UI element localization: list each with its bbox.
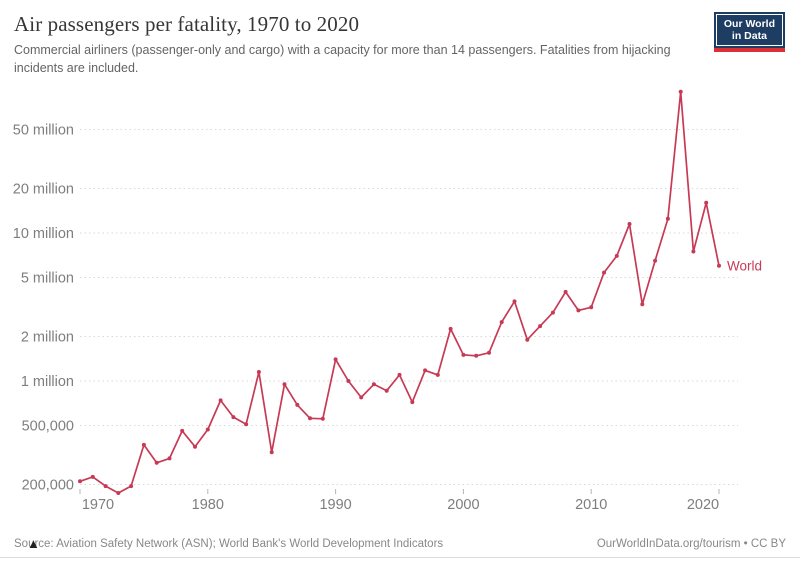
data-point[interactable] [704, 200, 709, 205]
y-axis-tick-label: 200,000 [22, 477, 74, 493]
x-axis-tick-label: 2000 [447, 497, 479, 513]
x-axis-tick-label: 2020 [687, 497, 719, 513]
page-subtitle: Commercial airliners (passenger-only and… [14, 43, 671, 75]
data-point[interactable] [141, 442, 146, 447]
data-point[interactable] [384, 388, 389, 393]
data-point[interactable] [346, 379, 351, 383]
x-axis-tick-label: 1970 [82, 497, 114, 513]
data-point[interactable] [129, 484, 134, 489]
data-point[interactable] [614, 253, 619, 258]
data-point[interactable] [487, 350, 491, 355]
data-point[interactable] [371, 382, 376, 387]
data-point[interactable] [602, 270, 606, 275]
data-point[interactable] [474, 353, 479, 358]
data-point[interactable] [678, 89, 683, 94]
source-label: Source: Aviation Safety Network (ASN); W… [14, 538, 444, 550]
y-axis-tick-label: 10 million [13, 226, 74, 242]
data-point[interactable] [231, 415, 236, 420]
y-axis-tick-label: 20 million [13, 181, 74, 197]
data-point[interactable] [218, 398, 223, 403]
data-point[interactable] [550, 310, 555, 315]
bottom-divider [0, 557, 800, 558]
data-point[interactable] [333, 357, 338, 362]
data-point[interactable] [691, 249, 696, 254]
data-point[interactable] [90, 474, 95, 479]
data-point[interactable] [717, 263, 721, 268]
owid-logo-text: Our World in Data [715, 14, 783, 46]
data-point[interactable] [103, 484, 108, 489]
world-series-line[interactable] [79, 90, 720, 494]
data-point[interactable] [525, 337, 530, 342]
data-point[interactable] [410, 400, 415, 405]
owid-logo-line2: in Data [731, 30, 767, 42]
data-point[interactable] [116, 491, 121, 495]
data-point[interactable] [180, 428, 185, 433]
data-point[interactable] [320, 416, 325, 421]
data-point[interactable] [282, 382, 287, 387]
data-point[interactable] [295, 402, 300, 407]
data-point[interactable] [167, 456, 172, 461]
attribution-link[interactable]: OurWorldInData.org/tourism • CC BY [596, 538, 786, 550]
data-point[interactable] [627, 222, 632, 226]
x-axis-tick-label: 2010 [575, 497, 607, 513]
chart-header: Air passengers per fatality, 1970 to 202… [14, 12, 714, 77]
data-point[interactable] [423, 368, 428, 373]
chart-footer: Source: Aviation Safety Network (ASN); W… [14, 538, 786, 550]
data-point[interactable] [576, 308, 581, 313]
data-point[interactable] [78, 479, 82, 484]
x-axis-tick-label: 1990 [319, 497, 351, 513]
data-point[interactable] [653, 258, 658, 263]
data-point[interactable] [538, 324, 543, 329]
page-title: Air passengers per fatality, 1970 to 202… [14, 12, 360, 36]
data-point[interactable] [205, 427, 210, 432]
data-point[interactable] [244, 422, 249, 427]
data-point[interactable] [512, 299, 517, 304]
data-point[interactable] [256, 370, 261, 374]
data-point[interactable] [589, 305, 594, 310]
data-point[interactable] [640, 302, 645, 307]
data-point[interactable] [359, 395, 364, 400]
data-point[interactable] [499, 320, 504, 325]
y-axis-tick-label: 2 million [21, 329, 74, 345]
data-point[interactable] [665, 216, 670, 221]
data-point[interactable] [461, 352, 466, 357]
data-point[interactable] [308, 416, 312, 421]
y-axis-tick-label: 1 million [21, 374, 74, 390]
data-point[interactable] [154, 460, 159, 465]
y-axis-tick-label: 500,000 [22, 419, 74, 435]
data-point[interactable] [563, 289, 568, 294]
owid-logo-line1: Our World [723, 18, 775, 30]
data-point[interactable] [193, 444, 197, 449]
data-point[interactable] [448, 326, 453, 331]
x-axis-tick-label: 1980 [192, 497, 224, 513]
data-point[interactable] [269, 450, 274, 455]
owid-logo[interactable]: Our World in Data [713, 12, 785, 52]
data-point[interactable] [435, 372, 440, 377]
y-axis-tick-label: 5 million [21, 271, 74, 287]
data-point[interactable] [397, 372, 402, 377]
series-end-label[interactable]: World [727, 258, 762, 273]
y-axis-tick-label: 50 million [13, 123, 74, 139]
